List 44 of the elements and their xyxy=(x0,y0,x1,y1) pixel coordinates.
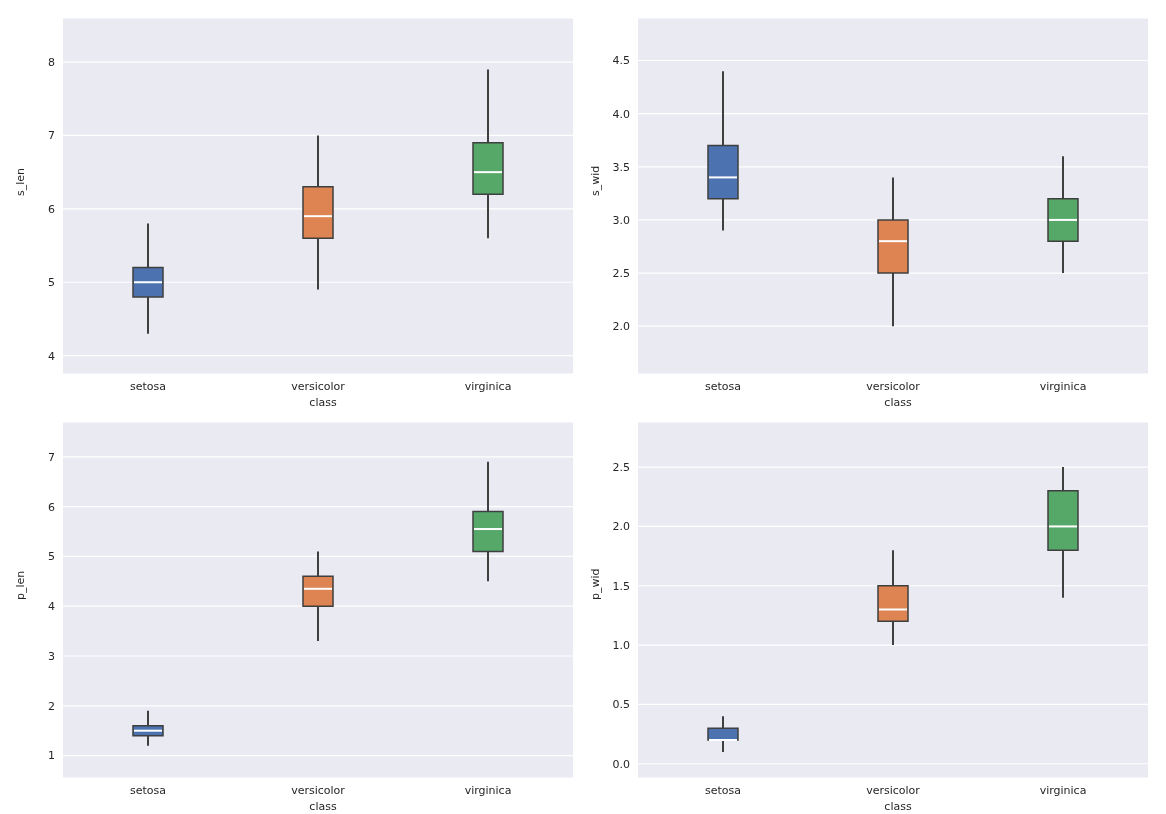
y-tick-label: 4 xyxy=(48,349,55,363)
x-tick-label: setosa xyxy=(704,783,742,797)
y-tick-label: 1.5 xyxy=(612,579,630,593)
y-tick-label: 1.0 xyxy=(612,639,630,652)
x-tick-label: virginica xyxy=(464,379,512,393)
x-axis-title: class xyxy=(308,800,338,813)
y-axis-title: s_len xyxy=(13,167,27,196)
y-tick-label: 6 xyxy=(48,500,55,514)
y-tick-label: 7 xyxy=(48,450,55,464)
x-axis-title: class xyxy=(883,396,913,409)
y-tick-label: 2.5 xyxy=(612,461,630,474)
x-tick-label: versicolor xyxy=(866,379,921,393)
x-axis-title: class xyxy=(308,396,338,409)
y-tick-label: 2.0 xyxy=(612,320,630,334)
x-tick-label: virginica xyxy=(1039,379,1087,393)
x-tick-label: versicolor xyxy=(291,379,346,393)
y-tick-label: 8 xyxy=(48,55,55,69)
y-tick-label: 2 xyxy=(48,699,55,713)
x-tick-label: versicolor xyxy=(291,783,346,797)
y-tick-label: 1 xyxy=(48,749,55,763)
x-tick-label: setosa xyxy=(129,379,167,393)
y-tick-label: 3.0 xyxy=(612,213,630,227)
x-tick-label: versicolor xyxy=(866,783,921,797)
y-tick-label: 5 xyxy=(48,276,55,290)
x-tick-label: setosa xyxy=(129,783,167,797)
y-tick-label: 6 xyxy=(48,202,55,216)
y-tick-label: 2.5 xyxy=(612,266,630,280)
y-tick-label: 3.5 xyxy=(612,160,630,174)
y-tick-label: 0.5 xyxy=(612,698,630,712)
x-tick-label: setosa xyxy=(704,379,742,393)
y-axis-title: p_len xyxy=(13,570,27,600)
y-tick-label: 0.0 xyxy=(612,757,630,771)
y-tick-label: 4.5 xyxy=(612,54,630,68)
x-tick-label: virginica xyxy=(464,783,512,797)
y-tick-label: 4 xyxy=(48,600,55,614)
y-tick-label: 3 xyxy=(48,649,55,663)
y-tick-label: 5 xyxy=(48,550,55,564)
x-tick-label: virginica xyxy=(1039,783,1087,797)
y-tick-label: 4.0 xyxy=(612,107,630,121)
y-tick-label: 2.0 xyxy=(612,520,630,534)
y-tick-label: 7 xyxy=(48,129,55,143)
y-axis-title: p_wid xyxy=(588,568,602,600)
x-axis-title: class xyxy=(883,800,913,813)
y-axis-title: s_wid xyxy=(588,165,602,196)
